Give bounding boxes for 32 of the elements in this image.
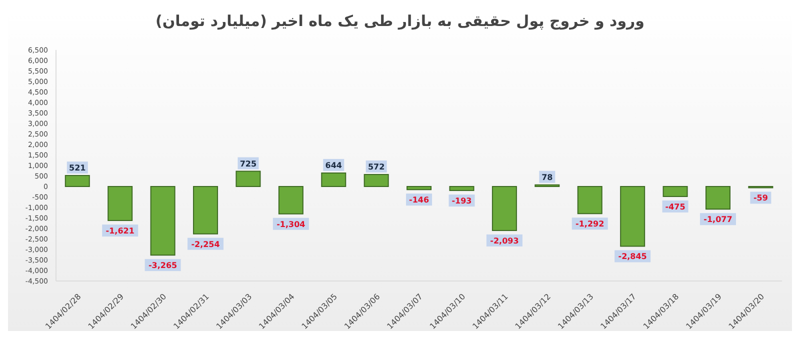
data-label: -1,304 — [276, 220, 306, 229]
data-label: -1,621 — [106, 226, 135, 236]
bar — [662, 186, 688, 197]
bar — [108, 186, 133, 222]
bar — [364, 174, 389, 187]
bar — [236, 170, 261, 187]
bar — [150, 186, 176, 256]
data-label: -1,077 — [704, 215, 732, 224]
bar — [278, 186, 304, 214]
data-label: -1,292 — [576, 220, 604, 229]
bar — [193, 186, 218, 234]
data-label: -146 — [409, 196, 430, 205]
bar — [620, 186, 646, 247]
bar — [705, 186, 730, 210]
chart-title: ورود و خروج پول حقیقی به بازار طی یک ماه اخیر (میلیارد تومان) — [154, 11, 646, 32]
data-label: -2,093 — [490, 236, 519, 246]
bar — [449, 186, 474, 192]
data-label: 644 — [325, 160, 342, 170]
data-label: -475 — [665, 202, 686, 212]
data-label: -3,265 — [148, 261, 178, 270]
bar — [406, 186, 432, 190]
data-label: 521 — [69, 164, 86, 173]
data-label: 572 — [368, 162, 385, 172]
bar — [321, 172, 346, 187]
data-label: -193 — [452, 196, 472, 206]
bar — [492, 186, 517, 231]
data-label: -2,254 — [191, 240, 220, 249]
data-label: -2,845 — [618, 252, 648, 262]
data-label: -59 — [753, 194, 768, 203]
data-label: 725 — [240, 159, 257, 168]
data-label: 78 — [542, 172, 554, 182]
bar — [577, 186, 602, 214]
